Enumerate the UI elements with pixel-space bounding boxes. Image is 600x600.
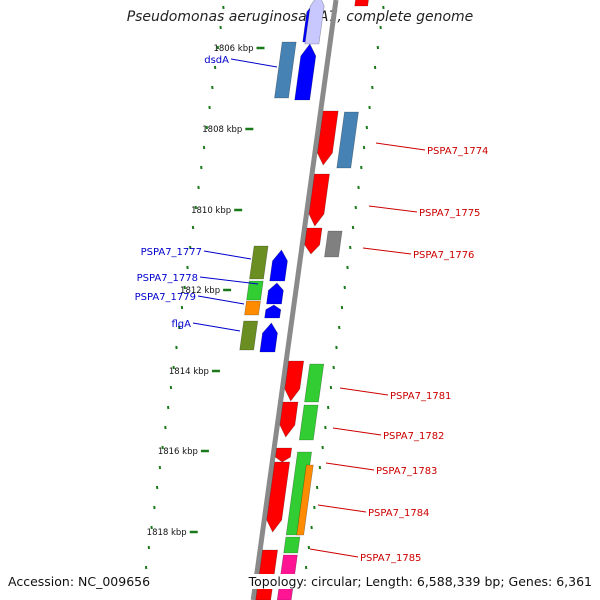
- reverse-gene-arrow: [279, 401, 299, 438]
- ruler-tick-label: 1806 kbp: [213, 44, 253, 54]
- cog-box: [249, 245, 269, 280]
- reverse-gene-label: PSPA7_1775: [419, 208, 480, 219]
- ruler-tick-label: 1814 kbp: [169, 367, 209, 377]
- tick-marks: [142, 5, 385, 590]
- reverse-label-leader: [309, 548, 359, 558]
- reverse-gene-label: PSPA7_1784: [368, 508, 429, 519]
- forward-gene-label: PSPA7_1779: [135, 292, 196, 303]
- forward-label-leader: [199, 276, 259, 285]
- cog-features: [239, 41, 359, 600]
- forward-label-leader: [203, 250, 252, 260]
- reverse-gene-arrow: [308, 173, 330, 227]
- reverse-gene-arrow: [317, 110, 339, 166]
- kbp-ruler: 1806 kbp 1808 kbp 1810 kbp 1812 kbp 1814 kbp…: [147, 44, 265, 538]
- forward-label-leader: [197, 295, 245, 305]
- reverse-label-leader: [375, 142, 426, 151]
- forward-gene-arrow: [266, 282, 284, 305]
- reverse-label-leader: [339, 387, 389, 396]
- reverse-gene-arrow: [266, 461, 291, 533]
- reverse-gene-label: PSPA7_1783: [376, 466, 437, 477]
- forward-gene-arrow: [259, 322, 278, 353]
- reverse-gene-label: PSPA7_1774: [427, 146, 488, 157]
- cog-box: [296, 464, 314, 536]
- forward-gene-arrow: [294, 43, 317, 101]
- reverse-gene-arrow: [275, 447, 293, 463]
- forward-gene-label: dsdA: [204, 55, 229, 66]
- outer-tick-ring: [302, 5, 385, 590]
- gene-features: [255, 0, 369, 600]
- forward-gene-arrow: [269, 249, 288, 282]
- ruler-tick-label: 1810 kbp: [191, 206, 231, 216]
- forward-gene-label: flgA: [172, 319, 192, 330]
- reverse-gene-label: PSPA7_1776: [413, 250, 474, 261]
- reverse-gene-label: PSPA7_1781: [390, 391, 451, 402]
- forward-gene-arrow: [264, 304, 282, 319]
- cog-box: [274, 41, 297, 99]
- forward-gene-label: PSPA7_1778: [137, 273, 198, 284]
- reverse-label-leader: [325, 462, 375, 471]
- reverse-gene-label: PSPA7_1782: [383, 431, 444, 442]
- cog-box: [336, 111, 359, 169]
- reverse-gene-label: PSPA7_1785: [360, 553, 421, 564]
- cog-box: [298, 404, 319, 441]
- reverse-label-leader: [317, 504, 367, 513]
- reverse-gene-arrow: [304, 227, 323, 255]
- gene-labels: dsdA PSPA7_1777 PSPA7_1778 PSPA7_1779 flgA PS…: [135, 55, 489, 564]
- reverse-label-leader: [368, 205, 418, 213]
- ruler-tick-label: 1808 kbp: [202, 125, 242, 135]
- reverse-label-leader: [362, 247, 412, 255]
- topology-text: Topology: circular; Length: 6,588,339 bp…: [246, 574, 594, 589]
- ruler-tick-label: 1818 kbp: [147, 528, 187, 538]
- forward-gene-label: PSPA7_1777: [141, 247, 202, 258]
- inner-tick-ring: [142, 5, 225, 590]
- cog-box: [246, 280, 264, 301]
- forward-label-leader: [230, 58, 278, 68]
- forward-label-leader: [192, 322, 241, 332]
- label-leaders: [192, 58, 426, 558]
- ruler-tick-label: 1816 kbp: [158, 447, 198, 457]
- cog-box: [244, 300, 261, 316]
- reverse-gene-arrow: [284, 360, 305, 402]
- cog-box: [239, 320, 259, 351]
- map-title: Pseudomonas aeruginosa PA7, complete gen…: [126, 9, 474, 25]
- cog-box: [324, 230, 343, 258]
- cog-box: [304, 363, 325, 403]
- cog-box: [283, 536, 301, 554]
- accession-text: Accession: NC_009656: [6, 574, 153, 589]
- reverse-gene-arrow: [354, 0, 369, 7]
- backbone: [250, 0, 339, 600]
- reverse-label-leader: [332, 427, 382, 436]
- backbone-line: [250, 0, 339, 600]
- forward-gene-arrow: [304, 0, 325, 45]
- ruler-tick-label: 1812 kbp: [180, 286, 220, 296]
